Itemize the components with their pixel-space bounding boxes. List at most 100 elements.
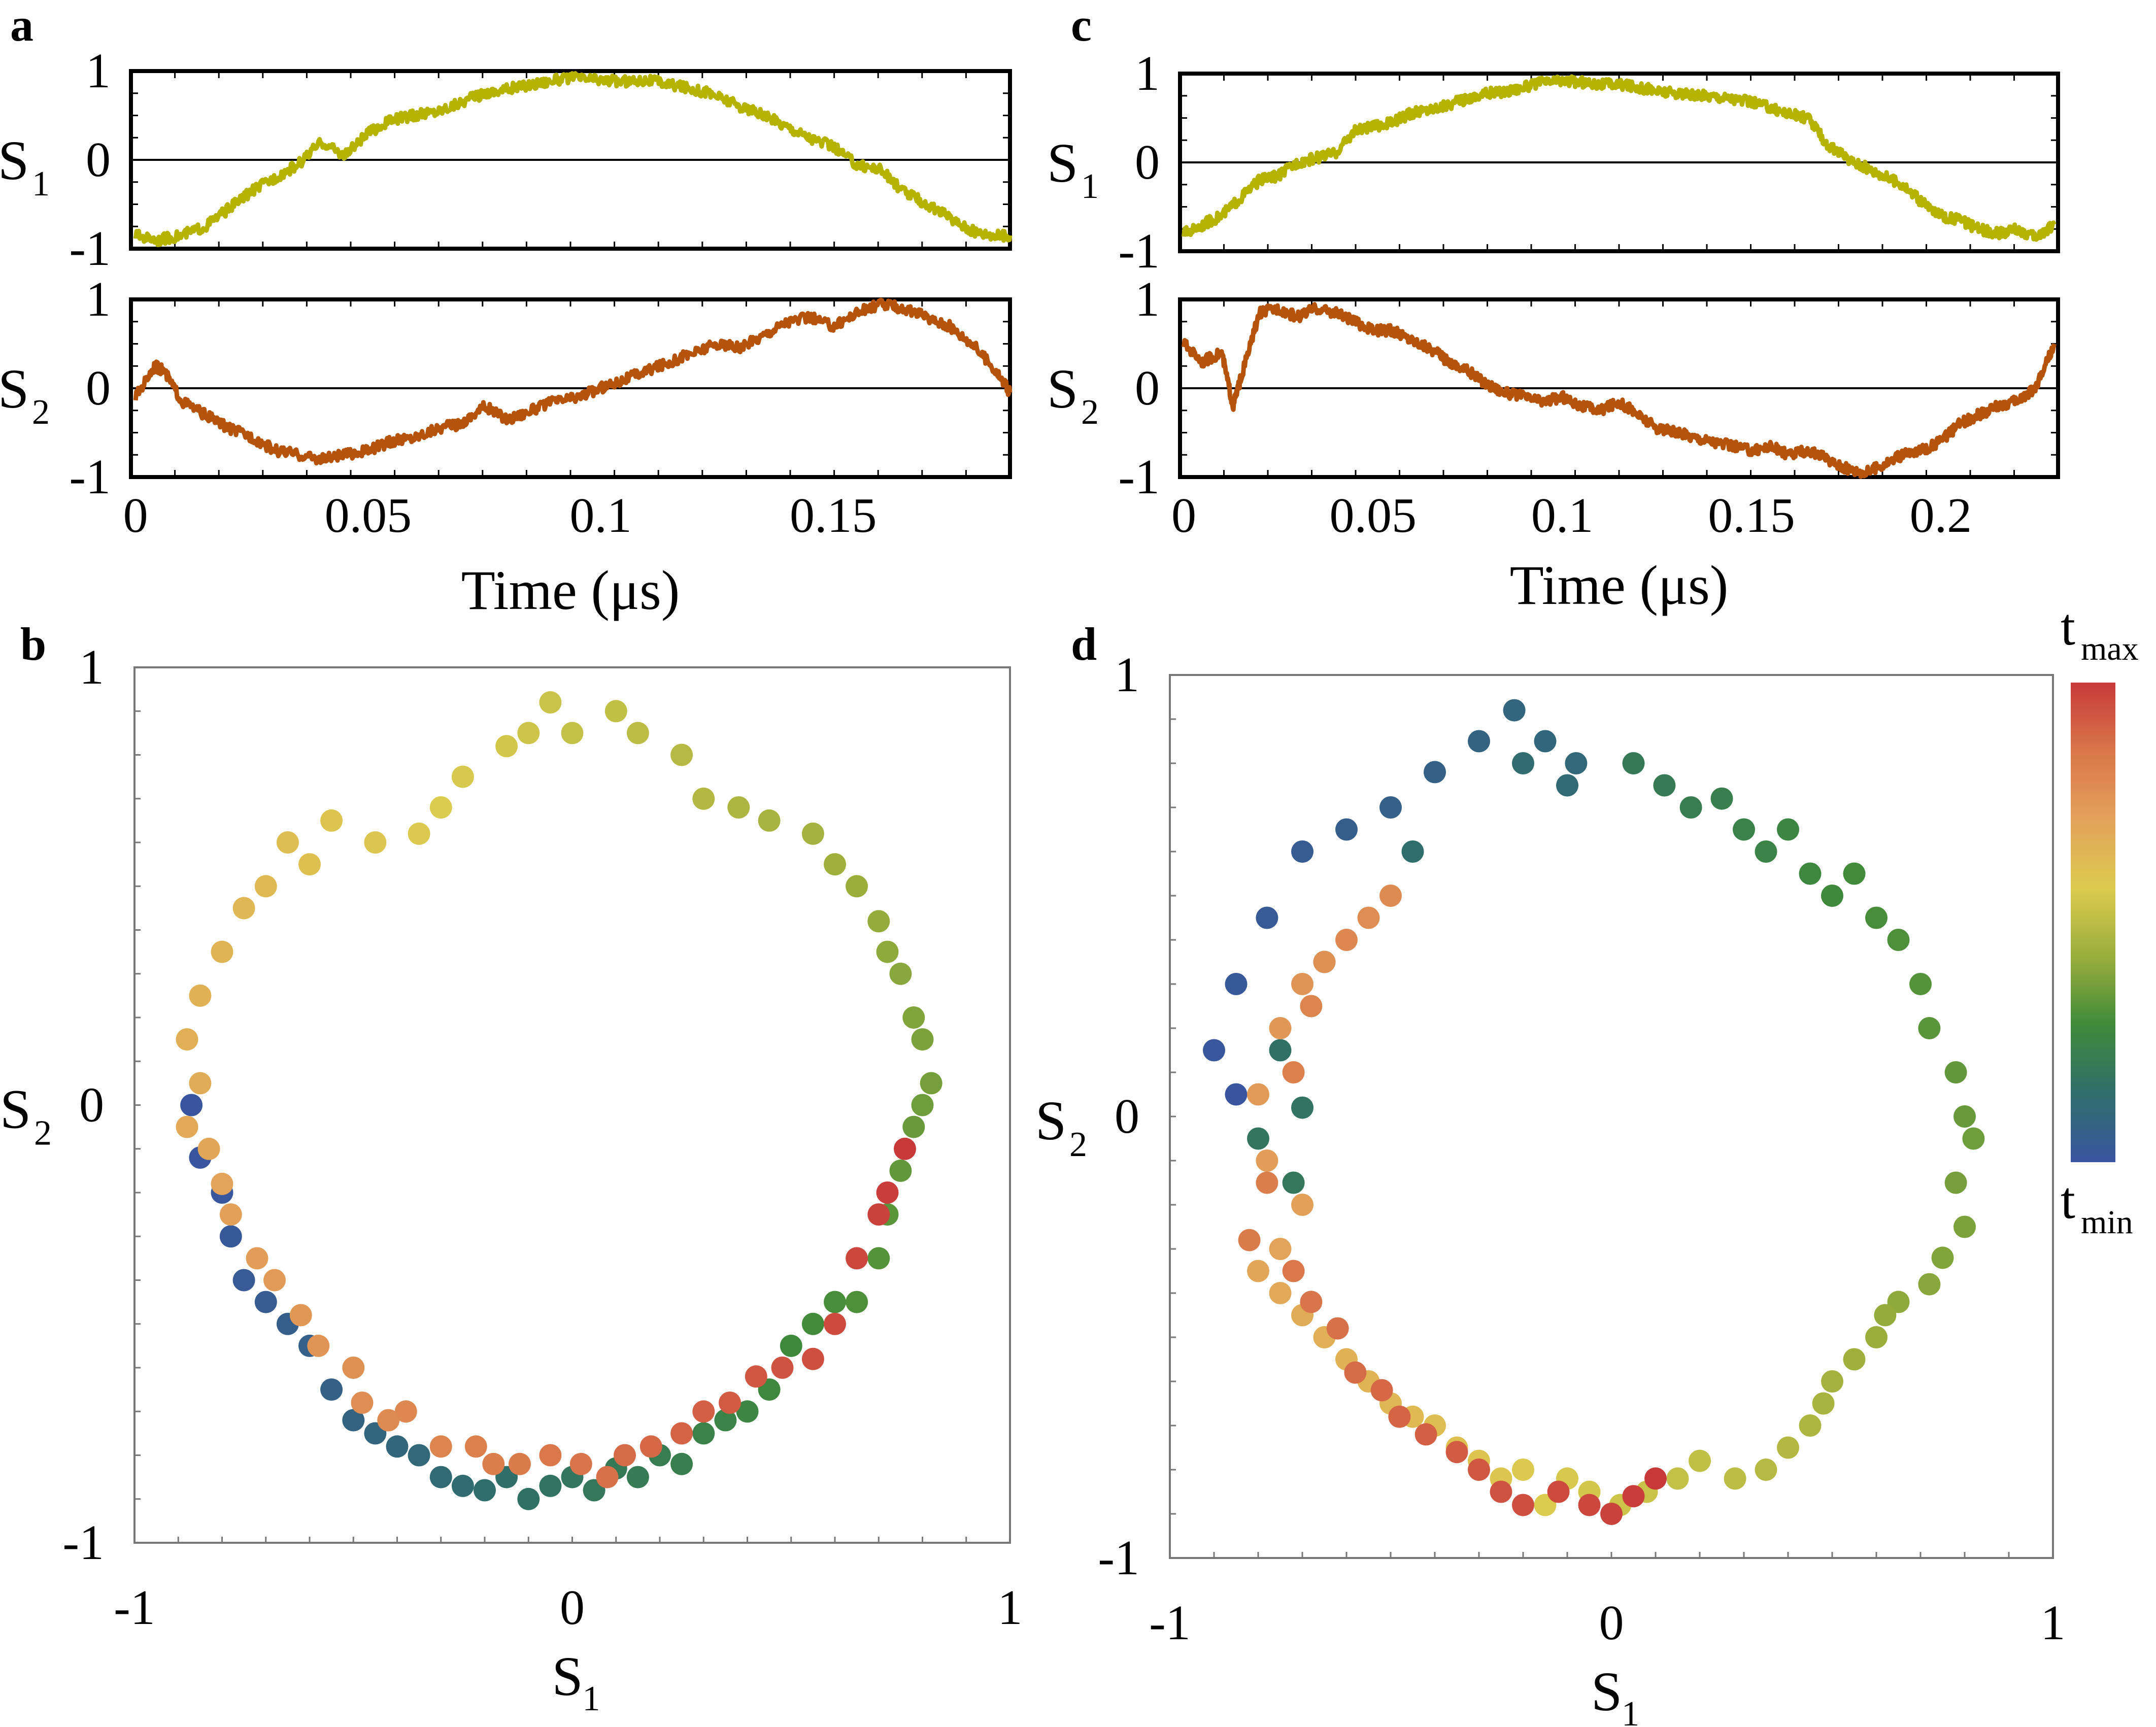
- scatter-point: [801, 1347, 824, 1370]
- y-tick-label: -1: [1098, 1531, 1139, 1585]
- scatter-point: [1357, 906, 1380, 929]
- colorbar-top-sub: max: [2081, 630, 2139, 667]
- scatter-point: [911, 1028, 934, 1051]
- scatter-point: [902, 1006, 925, 1029]
- scatter-point: [263, 1269, 286, 1292]
- scatter-point: [670, 1452, 693, 1475]
- scatter-point: [1269, 1039, 1292, 1062]
- scatter-point: [758, 809, 781, 832]
- scatter-point: [1679, 796, 1702, 819]
- scatter-point: [1733, 818, 1755, 841]
- scatter-point: [451, 765, 474, 788]
- scatter-point: [692, 1422, 715, 1445]
- scatter-point: [1445, 1441, 1468, 1464]
- scatter-point: [596, 1466, 619, 1488]
- scatter-point: [1953, 1215, 1976, 1238]
- scatter-point: [276, 831, 299, 854]
- scatter-point: [1666, 1467, 1689, 1490]
- scatter-point: [1468, 730, 1490, 753]
- scatter-point: [364, 831, 387, 854]
- scatter-point: [714, 1409, 737, 1432]
- scatter-point: [320, 809, 343, 832]
- scatter-point: [867, 910, 890, 933]
- scatter-point: [1512, 752, 1534, 774]
- scatter-point: [1203, 1039, 1225, 1062]
- scatter-point: [342, 1409, 365, 1432]
- scatter-point: [736, 1400, 759, 1423]
- x-axis-title-sub: 1: [1622, 1695, 1639, 1727]
- scatter-point: [1755, 1459, 1777, 1481]
- scatter-point: [626, 1466, 649, 1488]
- scatter-point: [342, 1357, 365, 1379]
- scatter-point: [1565, 752, 1588, 774]
- scatter-point: [429, 1466, 452, 1488]
- scatter-point: [920, 1072, 942, 1095]
- y-tick-label: 0: [1115, 1089, 1139, 1144]
- scatter-point: [1503, 699, 1526, 722]
- scatter-point: [1388, 1405, 1411, 1428]
- scatter-point: [539, 1474, 562, 1497]
- scatter-point: [889, 1159, 912, 1182]
- x-tick-label: 0.05: [325, 488, 412, 543]
- y-tick-label: -1: [69, 221, 111, 276]
- scatter-point: [876, 1181, 899, 1204]
- scatter-point: [474, 1479, 496, 1502]
- scatter-point: [846, 1247, 868, 1270]
- scatter-point: [1556, 774, 1578, 797]
- y-axis-label-sub: 1: [32, 164, 50, 204]
- scatter-point: [1326, 1317, 1349, 1340]
- scatter-point: [1865, 1326, 1888, 1348]
- x-tick-label: -1: [1149, 1596, 1191, 1650]
- y-tick-label: 0: [1135, 361, 1160, 416]
- scatter-point: [1490, 1480, 1512, 1503]
- scatter-point: [1414, 1423, 1437, 1446]
- y-tick-label: 0: [79, 1078, 104, 1133]
- scatter-point: [451, 1474, 474, 1497]
- scatter-point: [254, 875, 277, 898]
- scatter-point: [1653, 774, 1676, 797]
- x-tick-label: 0.2: [1910, 488, 1972, 543]
- scatter-point: [889, 962, 912, 985]
- scatter-point: [1777, 818, 1799, 841]
- y-tick-label: 1: [1115, 648, 1139, 702]
- x-axis-title: Time (μs): [1510, 554, 1729, 616]
- scatter-point: [626, 722, 649, 744]
- scatter-point: [1710, 787, 1733, 810]
- scatter-point: [1812, 1392, 1835, 1415]
- scatter-point: [408, 1444, 430, 1467]
- scatter-point: [1600, 1503, 1623, 1525]
- scatter-point: [211, 1172, 233, 1195]
- scatter-point: [1291, 1096, 1313, 1119]
- scatter-point: [867, 1247, 890, 1270]
- scatter-point: [1777, 1436, 1799, 1459]
- x-tick-label: 0: [1171, 488, 1196, 543]
- scatter-point: [180, 1094, 203, 1116]
- scatter-point: [1269, 1238, 1292, 1260]
- scatter-point: [1247, 1127, 1269, 1150]
- scatter-point: [1256, 1149, 1278, 1172]
- x-tick-label: 1: [998, 1580, 1023, 1635]
- scatter-point: [320, 1378, 343, 1401]
- scatter-point: [801, 822, 824, 845]
- scatter-point: [1909, 973, 1932, 995]
- scatter-point: [539, 691, 562, 714]
- x-tick-label: 0.15: [1708, 488, 1795, 543]
- scatter-point: [386, 1435, 409, 1458]
- scatter-point: [846, 875, 868, 898]
- scatter-point: [692, 787, 715, 810]
- y-tick-label: 1: [1135, 46, 1160, 101]
- scatter-point: [482, 1452, 505, 1475]
- plot-frame: [133, 666, 1011, 1544]
- x-tick-label: 0.15: [790, 488, 877, 543]
- scatter-point: [1799, 862, 1822, 885]
- scatter-point: [1931, 1246, 1954, 1269]
- panel-letter-d: d: [1071, 618, 1097, 670]
- x-tick-label: 0: [560, 1580, 585, 1635]
- scatter-point: [719, 1392, 741, 1414]
- y-axis-label: S: [1047, 132, 1078, 194]
- scatter-point: [1256, 906, 1278, 929]
- scatter-point: [569, 1452, 592, 1475]
